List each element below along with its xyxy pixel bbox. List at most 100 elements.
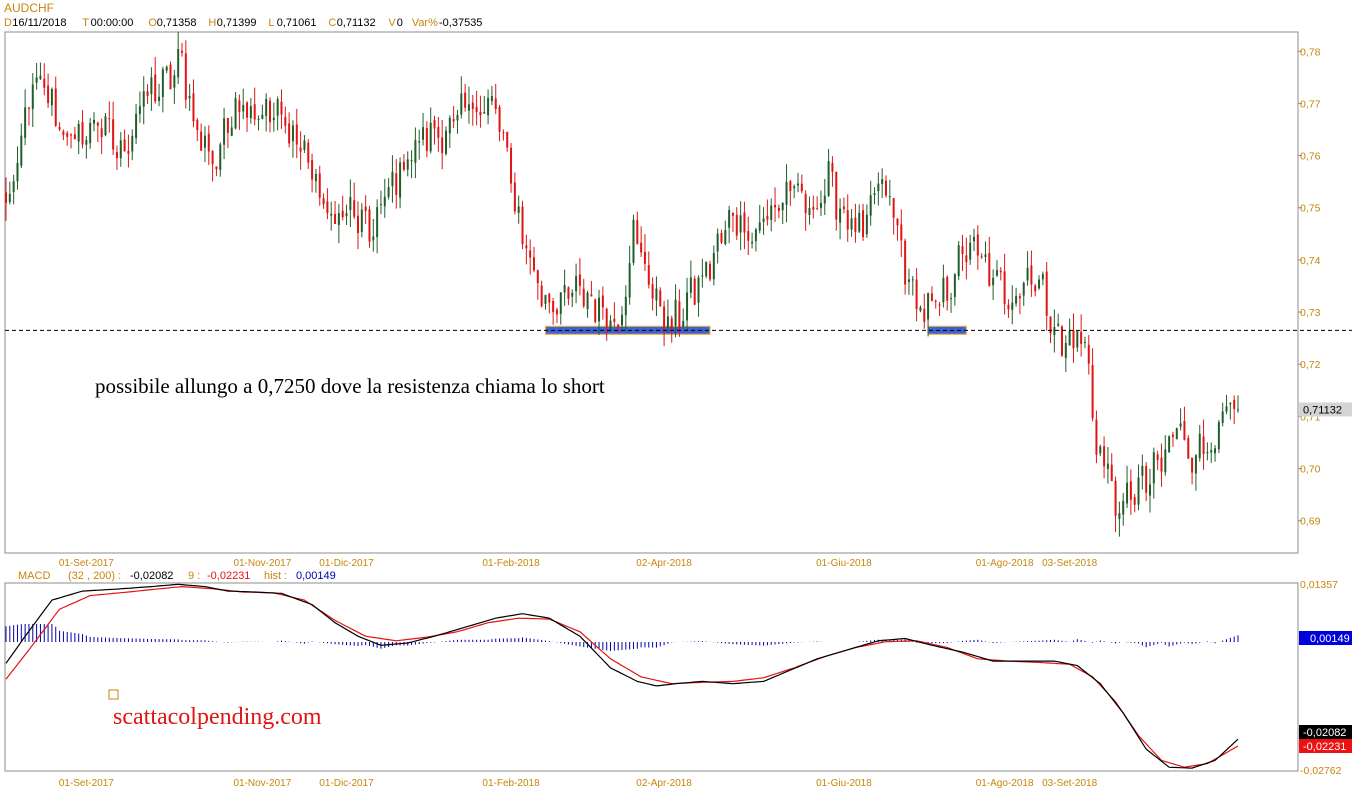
candle-149 bbox=[575, 263, 578, 304]
candle-122 bbox=[471, 94, 474, 126]
candle-40 bbox=[158, 83, 161, 107]
candle-224 bbox=[862, 203, 865, 241]
candle-body-53 bbox=[207, 133, 210, 152]
candle-body-246 bbox=[946, 276, 949, 301]
candle-8 bbox=[35, 62, 38, 90]
candle-133 bbox=[513, 172, 516, 215]
candle-body-291 bbox=[1118, 513, 1121, 519]
candle-227 bbox=[873, 187, 876, 205]
macd-histogram bbox=[5, 624, 1239, 651]
candle-body-138 bbox=[533, 257, 535, 271]
candle-2 bbox=[12, 174, 15, 205]
candle-body-307 bbox=[1179, 423, 1182, 427]
candle-body-257 bbox=[988, 253, 991, 286]
candle-body-9 bbox=[39, 75, 42, 79]
candle-61 bbox=[238, 94, 241, 130]
candle-body-258 bbox=[992, 277, 995, 286]
candle-175 bbox=[674, 284, 677, 338]
candle-body-248 bbox=[953, 274, 956, 297]
candle-body-45 bbox=[177, 49, 180, 78]
candle-316 bbox=[1214, 445, 1217, 462]
candle-body-202 bbox=[777, 207, 780, 212]
candle-265 bbox=[1018, 293, 1021, 315]
candle-179 bbox=[689, 260, 692, 299]
candle-81 bbox=[314, 168, 317, 193]
candle-body-240 bbox=[923, 309, 926, 322]
candle-body-299 bbox=[1149, 484, 1151, 496]
candle-body-300 bbox=[1152, 452, 1155, 484]
candle-52 bbox=[203, 126, 206, 163]
candle-body-206 bbox=[793, 186, 796, 189]
watermark-text: scattacolpending.com bbox=[113, 704, 322, 730]
candle-19 bbox=[77, 120, 80, 155]
candle-body-58 bbox=[226, 117, 229, 133]
candle-309 bbox=[1187, 435, 1190, 459]
candle-37 bbox=[146, 84, 149, 104]
candle-body-302 bbox=[1160, 457, 1163, 472]
candle-109 bbox=[422, 112, 425, 146]
comment-annotation: possibile allungo a 0,7250 dove la resis… bbox=[95, 374, 605, 398]
readout-value-5: 0,71132 bbox=[337, 17, 376, 29]
candle-body-312 bbox=[1198, 433, 1201, 459]
candle-body-267 bbox=[1026, 267, 1029, 281]
date-label-bottom-5: 01-Giu-2018 bbox=[816, 778, 872, 789]
candle-35 bbox=[138, 91, 141, 123]
candle-body-309 bbox=[1187, 437, 1190, 459]
candle-body-29 bbox=[115, 152, 118, 159]
candle-body-250 bbox=[961, 246, 964, 254]
candle-body-162 bbox=[624, 296, 627, 316]
candle-body-161 bbox=[621, 314, 623, 326]
candle-body-160 bbox=[617, 324, 620, 328]
candle-223 bbox=[858, 204, 861, 233]
candle-body-30 bbox=[119, 140, 122, 159]
candle-body-154 bbox=[594, 299, 597, 322]
date-label-top-4: 02-Apr-2018 bbox=[636, 558, 692, 569]
price-tick-label-5: 0,73 bbox=[1300, 307, 1321, 319]
candle-body-77 bbox=[299, 147, 302, 152]
candle-186 bbox=[716, 228, 719, 264]
candle-body-5 bbox=[24, 107, 27, 138]
candle-247 bbox=[950, 292, 953, 313]
candle-body-17 bbox=[70, 134, 73, 136]
candle-213 bbox=[819, 190, 822, 216]
candle-73 bbox=[284, 106, 287, 134]
candle-238 bbox=[915, 268, 918, 322]
candle-314 bbox=[1206, 442, 1209, 461]
candle-body-72 bbox=[280, 101, 283, 115]
macd-tag-label: -0,02082 bbox=[1303, 727, 1346, 739]
date-label-bottom-4: 02-Apr-2018 bbox=[636, 778, 692, 789]
candle-body-68 bbox=[265, 98, 268, 116]
candle-219 bbox=[842, 197, 845, 214]
candle-257 bbox=[988, 236, 991, 287]
candle-body-75 bbox=[291, 125, 294, 142]
candle-310 bbox=[1191, 457, 1194, 485]
candle-0 bbox=[5, 177, 7, 221]
candle-263 bbox=[1011, 285, 1014, 325]
candle-body-142 bbox=[548, 293, 551, 303]
candle-body-137 bbox=[529, 250, 532, 258]
candle-body-140 bbox=[540, 285, 543, 307]
candle-body-192 bbox=[739, 215, 742, 233]
candle-body-31 bbox=[123, 139, 126, 152]
macd-axis: 0,01357 -0,02762 bbox=[1300, 579, 1342, 777]
candle-209 bbox=[804, 190, 807, 231]
price-tick-label-2: 0,76 bbox=[1300, 151, 1321, 163]
candle-256 bbox=[984, 241, 987, 263]
candle-body-44 bbox=[173, 75, 176, 88]
candle-body-124 bbox=[479, 111, 482, 116]
candle-body-221 bbox=[850, 218, 853, 230]
date-label-top-5: 01-Giu-2018 bbox=[816, 558, 872, 569]
candle-body-127 bbox=[490, 95, 493, 101]
candle-body-48 bbox=[188, 96, 191, 99]
candle-body-247 bbox=[950, 298, 953, 300]
candle-body-235 bbox=[904, 240, 907, 285]
candle-290 bbox=[1114, 476, 1117, 532]
candle-body-214 bbox=[823, 195, 826, 204]
candle-196 bbox=[754, 227, 757, 252]
candle-body-239 bbox=[919, 307, 922, 311]
readout-key-0: D bbox=[4, 17, 12, 29]
candle-166 bbox=[640, 226, 643, 257]
candle-67 bbox=[261, 104, 264, 120]
candle-250 bbox=[961, 234, 964, 272]
price-tick-label-6: 0,72 bbox=[1300, 359, 1321, 371]
